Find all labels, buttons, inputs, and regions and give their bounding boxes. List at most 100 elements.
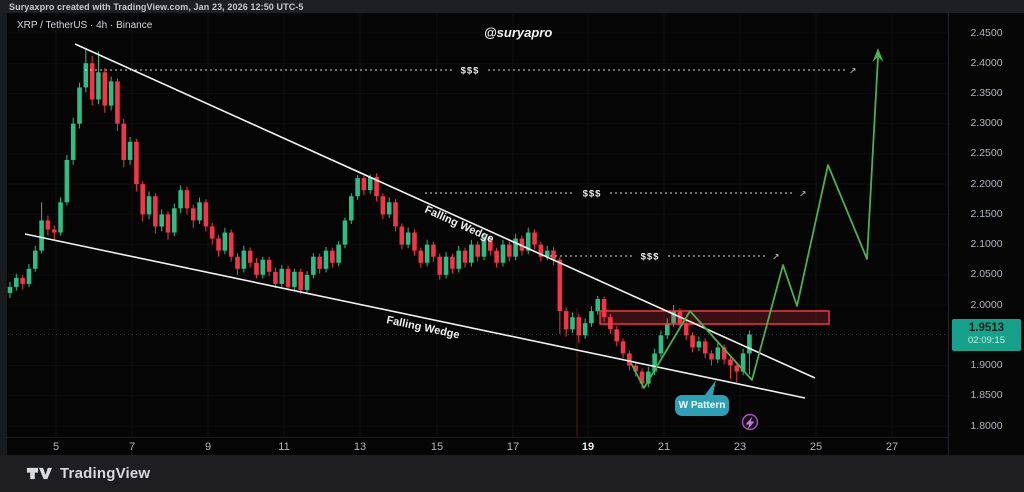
target-label: $$$ — [583, 189, 602, 200]
candle — [513, 238, 518, 257]
candle — [506, 244, 512, 257]
candle — [102, 72, 108, 106]
candle — [165, 214, 171, 233]
candle — [342, 220, 348, 245]
projection-arrowhead-icon — [872, 48, 884, 62]
candle — [386, 202, 392, 215]
w-pattern-label: W Pattern — [678, 400, 726, 411]
candle — [500, 244, 506, 263]
candle — [298, 271, 304, 290]
candle — [544, 250, 550, 257]
candle — [437, 256, 443, 275]
candle — [551, 250, 556, 260]
candle — [709, 353, 714, 360]
candle — [159, 214, 164, 227]
candle — [146, 196, 152, 215]
candle — [469, 244, 474, 263]
candle — [734, 365, 740, 372]
last-price-value: 1.9513 — [968, 322, 1005, 335]
candle — [127, 141, 133, 160]
target-arrow-icon: ↗ — [799, 189, 807, 199]
w-callout-tail — [702, 380, 716, 399]
candle — [664, 323, 670, 336]
lightning-bolt-icon — [745, 416, 755, 430]
candle — [89, 63, 95, 100]
candle — [620, 341, 626, 354]
candle — [32, 250, 38, 269]
tradingview-logo[interactable]: TradingView — [60, 465, 151, 482]
candle — [70, 123, 76, 160]
candle — [279, 268, 285, 284]
candle — [292, 271, 297, 287]
screenshot-attribution: Suryaxpro created with TradingView.com, … — [9, 1, 304, 12]
candle — [121, 123, 127, 160]
time-axis-label: 7 — [128, 441, 136, 453]
candle — [690, 335, 695, 348]
candle — [671, 311, 676, 324]
candle — [633, 365, 638, 372]
price-axis-label: 1.9000 — [970, 359, 1003, 372]
candle — [45, 220, 51, 230]
candle — [317, 256, 322, 269]
candle — [285, 268, 291, 287]
candle — [646, 371, 651, 384]
candle — [235, 256, 240, 269]
bar-countdown: 02:09:15 — [968, 334, 1005, 346]
candle — [614, 329, 620, 342]
candle — [456, 250, 462, 269]
price-axis-label: 2.4000 — [970, 56, 1003, 69]
candle — [247, 250, 253, 263]
candle — [355, 178, 360, 197]
candle — [77, 87, 82, 124]
candle — [721, 347, 727, 360]
candle — [563, 311, 569, 330]
time-axis-label: 27 — [885, 441, 899, 453]
price-axis-label: 2.4500 — [970, 26, 1003, 39]
candle — [374, 176, 379, 197]
candle — [348, 196, 354, 221]
candle — [108, 81, 114, 106]
symbol-legend[interactable]: XRP / TetherUS · 4h · Binance — [17, 20, 153, 31]
resistance-zone-box[interactable] — [599, 310, 830, 325]
time-axis-label: 15 — [430, 441, 444, 453]
candle — [20, 277, 25, 284]
candle — [241, 250, 247, 269]
candle — [557, 259, 563, 312]
projection-path[interactable] — [630, 56, 879, 389]
candle — [330, 250, 335, 263]
time-axis-label: 11 — [278, 441, 290, 453]
tradingview-logo-icon[interactable] — [26, 466, 52, 481]
candle — [380, 196, 386, 215]
candle — [570, 317, 575, 330]
time-axis[interactable]: 5 7 9 11 13 15 17 19 21 23 25 27 — [0, 437, 948, 455]
time-axis-label: 19 — [581, 441, 595, 453]
candle — [696, 341, 702, 348]
candle — [51, 229, 57, 233]
w-pattern-callout[interactable]: W Pattern — [675, 395, 729, 416]
candle — [58, 202, 63, 233]
time-axis-label: 21 — [657, 441, 671, 453]
candle — [702, 341, 708, 354]
candle — [728, 359, 733, 366]
candle — [740, 353, 746, 372]
candle — [601, 299, 607, 318]
price-axis-label: 1.8500 — [970, 389, 1003, 402]
price-axis-label: 1.8000 — [970, 419, 1003, 432]
candle — [228, 232, 234, 257]
candle — [7, 286, 13, 293]
last-price-badge: 1.9513 02:09:15 — [952, 318, 1021, 351]
candle — [538, 244, 544, 257]
candle — [589, 311, 594, 324]
candle — [153, 196, 158, 227]
candle — [525, 232, 531, 251]
price-axis-label: 2.1500 — [970, 207, 1003, 220]
candle — [172, 208, 177, 233]
price-axis[interactable]: 1.9513 02:09:15 2.4500 2.4000 2.3500 2.3000… — [948, 13, 1024, 455]
candle — [393, 202, 398, 227]
candle — [399, 226, 405, 245]
candle — [266, 259, 272, 272]
wedge-trendline[interactable] — [74, 43, 816, 379]
wedge-trendline[interactable] — [24, 233, 806, 399]
chart-pane[interactable]: Falling Wedge Falling Wedge $$$ ↗ $$$ ↗ $$$ ↗ X… — [0, 0, 948, 455]
